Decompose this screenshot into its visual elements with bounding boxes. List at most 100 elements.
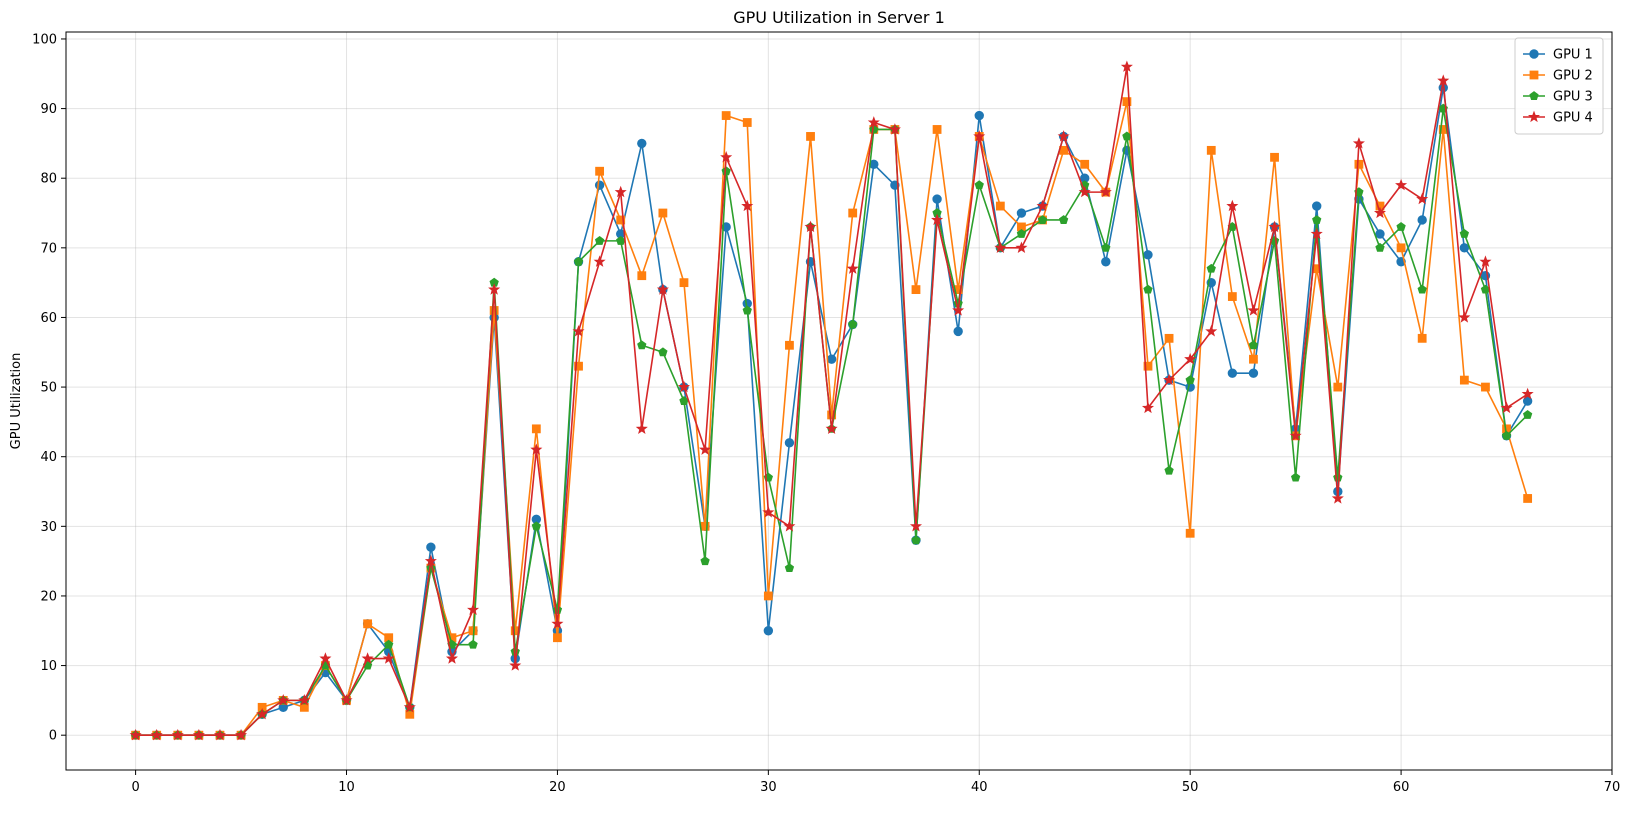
data-point-gpu-3 [384, 639, 394, 649]
data-point-gpu-3 [869, 124, 879, 134]
series-group [129, 60, 1534, 741]
data-point-gpu-1 [1417, 215, 1427, 225]
data-point-gpu-4 [361, 652, 374, 664]
data-point-gpu-2 [531, 424, 541, 434]
data-point-gpu-2 [363, 619, 373, 629]
y-tick-label: 90 [40, 102, 57, 117]
data-point-gpu-4 [909, 519, 923, 532]
data-point-gpu-4 [530, 443, 543, 455]
data-point-gpu-2 [1164, 333, 1174, 343]
data-point-gpu-3 [1248, 340, 1259, 350]
data-point-gpu-3 [1016, 229, 1027, 238]
data-point-gpu-2 [742, 118, 752, 127]
x-tick-label: 50 [1182, 780, 1199, 795]
data-point-gpu-2 [574, 361, 583, 371]
data-point-gpu-4 [1120, 60, 1133, 72]
data-point-gpu-4 [762, 506, 775, 518]
data-point-gpu-3 [1185, 375, 1195, 385]
data-point-gpu-4 [1437, 74, 1450, 86]
legend-marker [1529, 49, 1539, 59]
data-point-gpu-4 [1521, 387, 1534, 400]
data-point-gpu-4 [467, 603, 480, 615]
data-point-gpu-4 [509, 659, 522, 671]
data-point-gpu-2 [679, 278, 689, 288]
data-point-gpu-2 [1270, 152, 1279, 162]
legend-label: GPU 1 [1553, 48, 1593, 63]
y-tick-label: 30 [40, 520, 57, 535]
data-point-gpu-4 [1057, 130, 1070, 142]
x-tick-label: 10 [338, 780, 355, 795]
data-point-gpu-3 [1143, 284, 1153, 294]
data-point-gpu-4 [235, 728, 248, 741]
data-point-gpu-4 [340, 694, 353, 706]
data-point-gpu-4 [1184, 352, 1197, 365]
data-point-gpu-4 [931, 213, 944, 226]
data-point-gpu-3 [700, 556, 710, 566]
data-point-gpu-1 [594, 180, 605, 190]
data-point-gpu-2 [1249, 354, 1258, 364]
data-point-gpu-4 [677, 380, 690, 393]
x-tick-label: 60 [1393, 780, 1410, 795]
data-point-gpu-4 [1268, 220, 1281, 233]
data-point-gpu-3 [784, 563, 795, 573]
x-tick-label: 20 [549, 780, 566, 795]
data-point-gpu-3 [1290, 472, 1301, 482]
data-point-gpu-4 [699, 443, 712, 455]
y-tick-label: 100 [32, 32, 57, 47]
data-point-gpu-2 [911, 285, 921, 295]
series-gpu-2 [131, 97, 1533, 740]
data-point-gpu-4 [1416, 192, 1429, 205]
data-point-gpu-4 [150, 728, 163, 741]
data-point-gpu-1 [426, 542, 436, 552]
data-point-gpu-3 [1459, 229, 1470, 238]
data-point-gpu-4 [445, 652, 458, 664]
y-axis-label: GPU Utilization [9, 353, 24, 450]
data-point-gpu-1 [1248, 368, 1259, 378]
data-point-gpu-3 [1312, 215, 1322, 224]
data-point-gpu-3 [658, 347, 668, 357]
x-tick-label: 70 [1604, 780, 1621, 795]
data-point-gpu-1 [953, 326, 963, 337]
data-point-gpu-4 [572, 325, 585, 337]
data-point-gpu-2 [721, 111, 731, 120]
data-point-gpu-3 [1501, 430, 1512, 440]
data-point-gpu-2 [1354, 159, 1364, 169]
data-point-gpu-4 [867, 116, 880, 128]
data-point-gpu-3 [637, 340, 647, 350]
data-point-gpu-2 [995, 201, 1005, 211]
data-point-gpu-2 [932, 125, 942, 134]
x-axis: 0 10 20 30 40 50 60 70 [131, 770, 1620, 795]
data-point-gpu-4 [1078, 185, 1091, 198]
y-tick-label: 60 [40, 311, 57, 326]
plot-frame [65, 31, 1613, 771]
legend-box [1514, 37, 1604, 135]
data-point-gpu-4 [1395, 178, 1408, 191]
data-point-gpu-3 [616, 235, 626, 245]
data-point-gpu-4 [1036, 199, 1049, 212]
data-point-gpu-1 [1143, 250, 1153, 260]
data-point-gpu-4 [1458, 311, 1471, 323]
data-point-gpu-2 [848, 208, 858, 218]
data-point-gpu-2 [1417, 333, 1427, 343]
data-point-gpu-2 [1481, 382, 1490, 392]
data-point-gpu-4 [213, 728, 226, 741]
data-point-gpu-1 [1375, 229, 1385, 239]
data-point-gpu-4 [1289, 429, 1302, 441]
data-point-gpu-4 [1331, 492, 1344, 504]
data-point-gpu-4 [1226, 199, 1239, 212]
data-point-gpu-3 [721, 166, 731, 176]
grid-lines [66, 32, 1613, 770]
data-point-gpu-3 [1037, 215, 1048, 224]
data-point-gpu-1 [1101, 257, 1111, 267]
data-point-gpu-1 [784, 438, 795, 448]
data-point-gpu-2 [658, 208, 668, 218]
data-point-gpu-3 [468, 639, 478, 649]
data-point-gpu-2 [616, 215, 626, 225]
data-point-gpu-3 [531, 521, 541, 531]
data-point-gpu-3 [911, 535, 921, 545]
data-point-gpu-4 [129, 728, 142, 741]
data-point-gpu-2 [595, 166, 605, 176]
x-tick-label: 0 [131, 780, 139, 795]
data-point-gpu-1 [826, 354, 837, 364]
data-point-gpu-2 [1080, 159, 1090, 169]
